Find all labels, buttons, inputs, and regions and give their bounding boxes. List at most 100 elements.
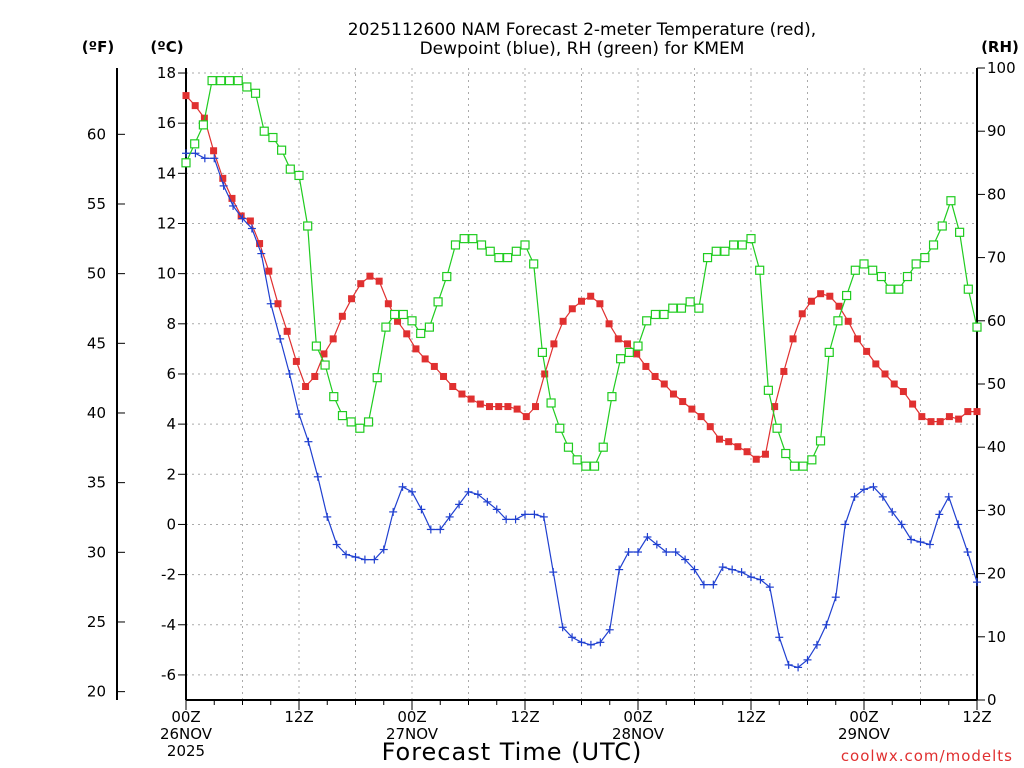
rh-point [676, 303, 687, 313]
temperature-point [366, 272, 374, 280]
temperature-point [936, 418, 944, 426]
rh-tick-label: 70 [987, 249, 1006, 267]
rh-tick-label: 90 [987, 122, 1006, 140]
dewpoint-point [586, 640, 595, 649]
celsius-tick-label: -2 [161, 566, 176, 584]
dewpoint-point [869, 482, 878, 491]
temperature-point [541, 370, 549, 378]
temperature-point [210, 147, 218, 155]
x-tick-label: 27NOV [386, 725, 439, 743]
dewpoint-point [803, 655, 812, 664]
temperature-point [486, 403, 494, 411]
dewpoint-point [747, 573, 755, 582]
dewpoint-point [502, 515, 511, 524]
temperature-point [752, 455, 760, 463]
x-tick-label: 00Z [623, 708, 652, 726]
celsius-tick-label: 4 [166, 415, 176, 433]
dewpoint-point [360, 555, 369, 564]
fahrenheit-tick-label: 30 [87, 543, 106, 561]
dewpoint-point [238, 214, 247, 223]
dewpoint-point [313, 472, 322, 481]
dewpoint-point [436, 525, 445, 534]
rh-point [955, 227, 965, 237]
fahrenheit-tick-label: 35 [87, 474, 106, 492]
rh-point [233, 76, 243, 86]
temperature-point [504, 403, 512, 411]
rh-point [190, 139, 200, 149]
temperature-point [688, 405, 696, 413]
temperature-point [495, 403, 503, 411]
rh-point [433, 297, 443, 307]
temperature-point [256, 240, 264, 248]
dewpoint-point [295, 410, 303, 419]
rh-point [616, 354, 626, 364]
x-tick-group: 12Z [284, 708, 313, 726]
temperature-point [614, 335, 622, 343]
dewpoint-point [219, 181, 228, 190]
temperature-point [807, 297, 815, 305]
dewpoint-point [897, 520, 906, 529]
rh-point [529, 259, 539, 269]
temperature-point [320, 350, 328, 358]
temperature-point [476, 400, 484, 408]
rh-point [902, 271, 913, 282]
rh-tick-label: 30 [987, 501, 1006, 519]
celsius-tick-label: 16 [157, 114, 176, 132]
dewpoint-point [521, 510, 529, 519]
x-tick-label: 00Z [397, 708, 426, 726]
dewpoint-point [247, 224, 256, 233]
rh-point [876, 271, 886, 282]
rh-point [503, 253, 513, 263]
temperature-point [945, 413, 953, 421]
rh-point [885, 284, 895, 294]
rh-tick-label: 100 [987, 59, 1016, 77]
rh-point [589, 461, 600, 471]
dewpoint-point [229, 201, 238, 210]
rh-point [250, 88, 261, 98]
celsius-tick-label: -4 [161, 616, 176, 634]
axes [116, 67, 985, 710]
temperature-point [412, 345, 420, 353]
dewpoint-point [944, 492, 953, 501]
temperature-point [973, 408, 981, 416]
rh-point [850, 265, 860, 275]
temperature-point [789, 335, 797, 343]
rh-point [920, 253, 930, 263]
dewpoint-point [737, 568, 746, 577]
dewpoint-point [539, 512, 548, 521]
temperature-point [918, 413, 926, 421]
dewpoint-point [671, 548, 680, 557]
dewpoint-point [304, 437, 313, 446]
chart-subtitle: Dewpoint (blue), RH (green) for KMEM [420, 39, 745, 59]
temperature-point [182, 92, 190, 100]
dewpoint-point [728, 565, 737, 574]
temperature-point [780, 367, 788, 375]
dewpoint-point [511, 515, 520, 524]
rh-point [685, 297, 695, 307]
temperature-point [798, 310, 806, 318]
rh-point [303, 221, 313, 231]
rh-point [624, 347, 634, 357]
rh-unit-label: (RH) [981, 38, 1019, 56]
dewpoint-point [568, 633, 577, 642]
temperature-point [578, 297, 585, 305]
temperature-point [881, 370, 889, 378]
fahrenheit-tick-label: 45 [87, 334, 106, 352]
x-tick-label: 12Z [962, 708, 991, 726]
dewpoint-point [257, 249, 266, 258]
dewpoint-point [973, 578, 981, 587]
temperature-point [605, 320, 613, 328]
temperature-point [440, 372, 448, 380]
dewpoint-point [492, 505, 501, 514]
fahrenheit-tick-label: 50 [87, 265, 106, 283]
temperature-point [853, 335, 861, 343]
rh-tick-label: 0 [987, 691, 997, 709]
dewpoint-point [370, 555, 379, 564]
rh-point [476, 240, 487, 250]
rh-point [555, 423, 565, 433]
rh-point [329, 392, 339, 402]
rh-point [294, 170, 304, 181]
temperature-point [761, 450, 769, 458]
rh-point [372, 373, 382, 383]
rh-point [381, 322, 391, 332]
